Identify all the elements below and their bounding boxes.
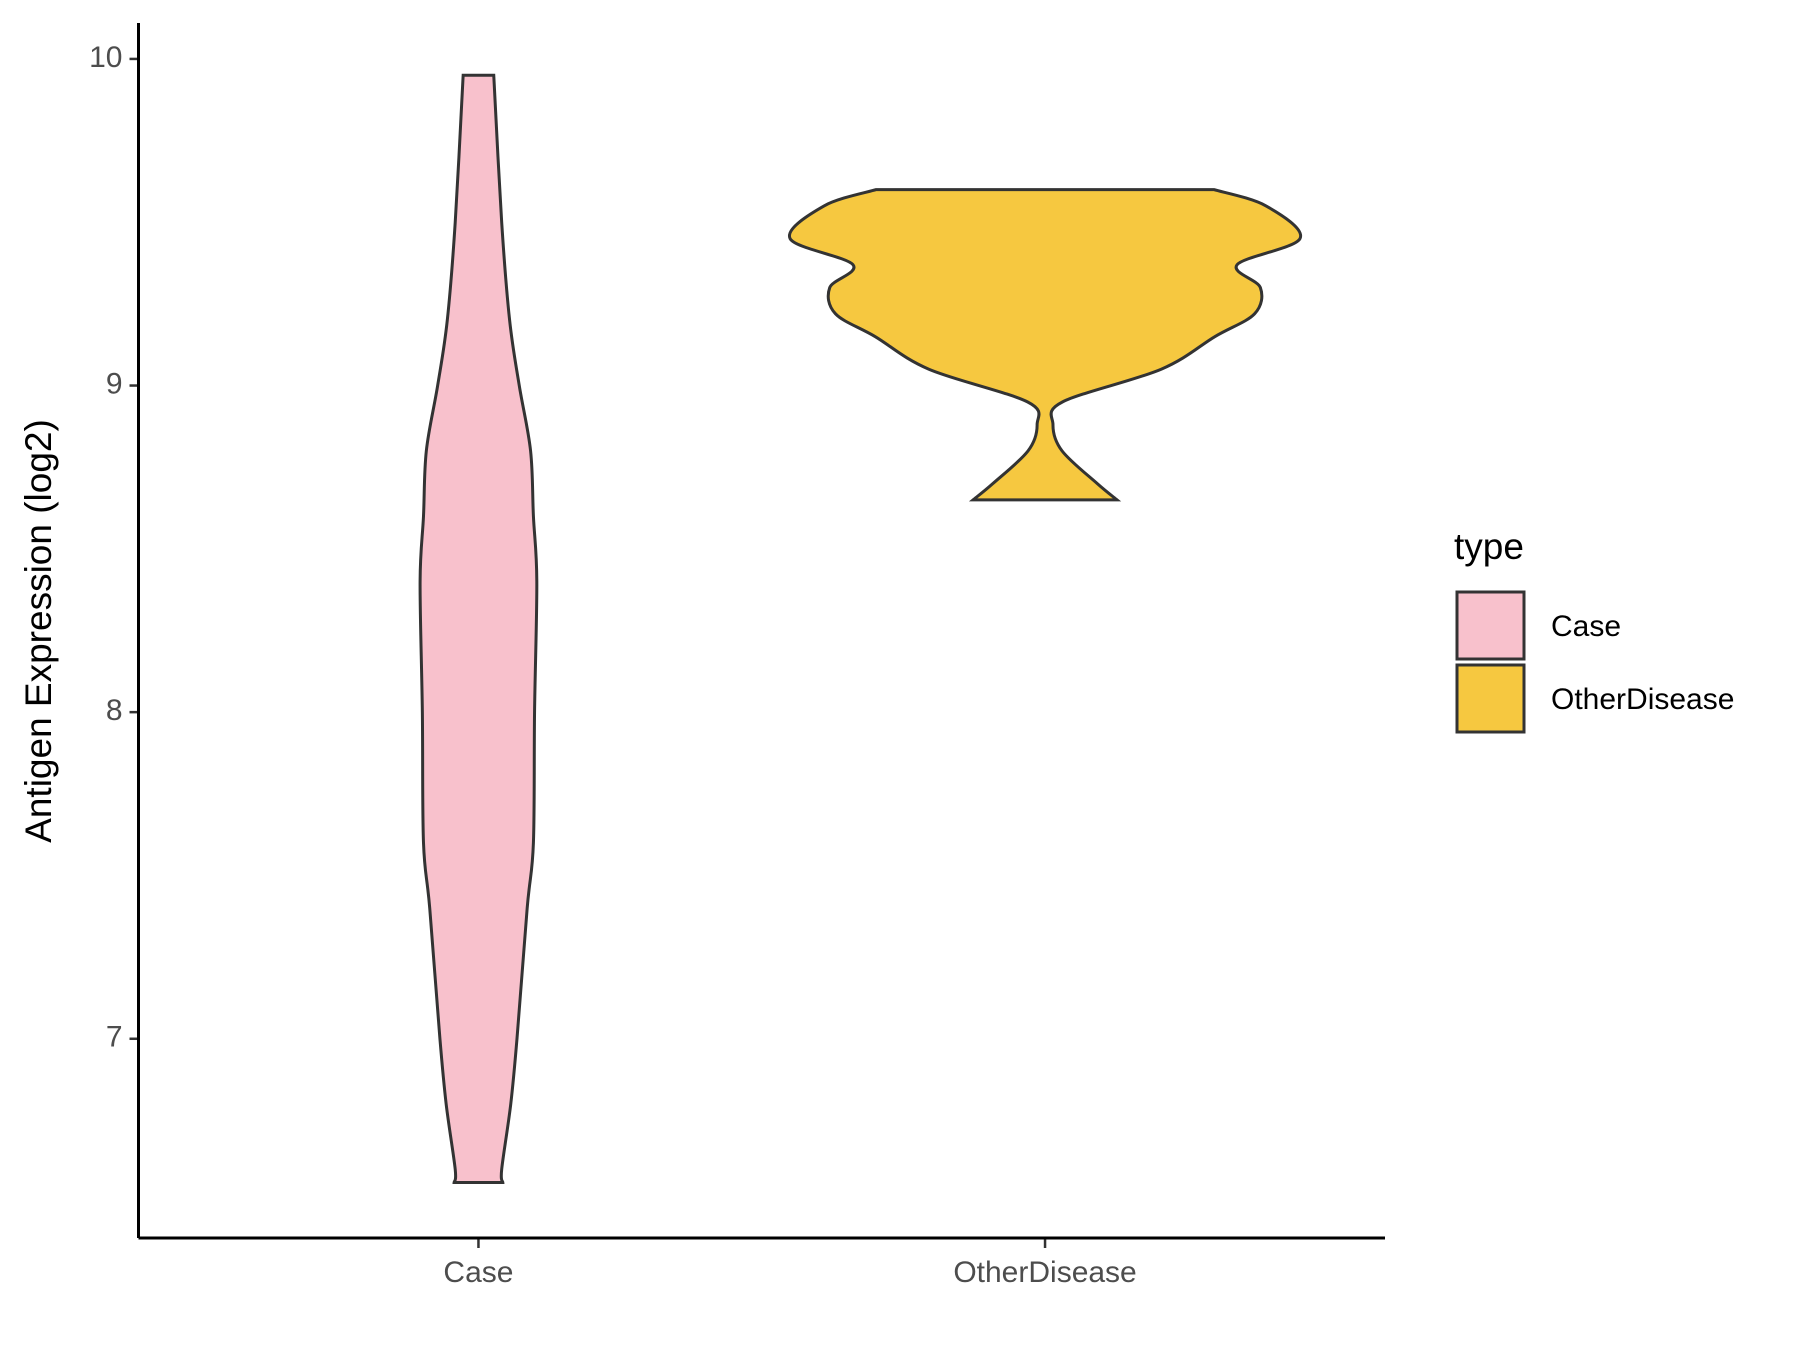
- y-tick-label: 10: [89, 41, 122, 74]
- x-tick-label: OtherDisease: [953, 1256, 1136, 1289]
- y-tick-label: 8: [106, 694, 123, 727]
- legend-title: type: [1454, 526, 1524, 567]
- y-tick-label: 7: [106, 1021, 123, 1054]
- violin: [418, 73, 539, 1184]
- legend-key: [1455, 590, 1526, 661]
- legend-key: [1455, 663, 1526, 734]
- x-tick-label: Case: [443, 1256, 513, 1289]
- legend-label: OtherDisease: [1551, 683, 1734, 716]
- legend-label: Case: [1551, 610, 1621, 643]
- y-axis-title: Antigen Expression (log2): [18, 419, 59, 843]
- y-tick-label: 9: [106, 367, 123, 400]
- violin: [788, 188, 1303, 502]
